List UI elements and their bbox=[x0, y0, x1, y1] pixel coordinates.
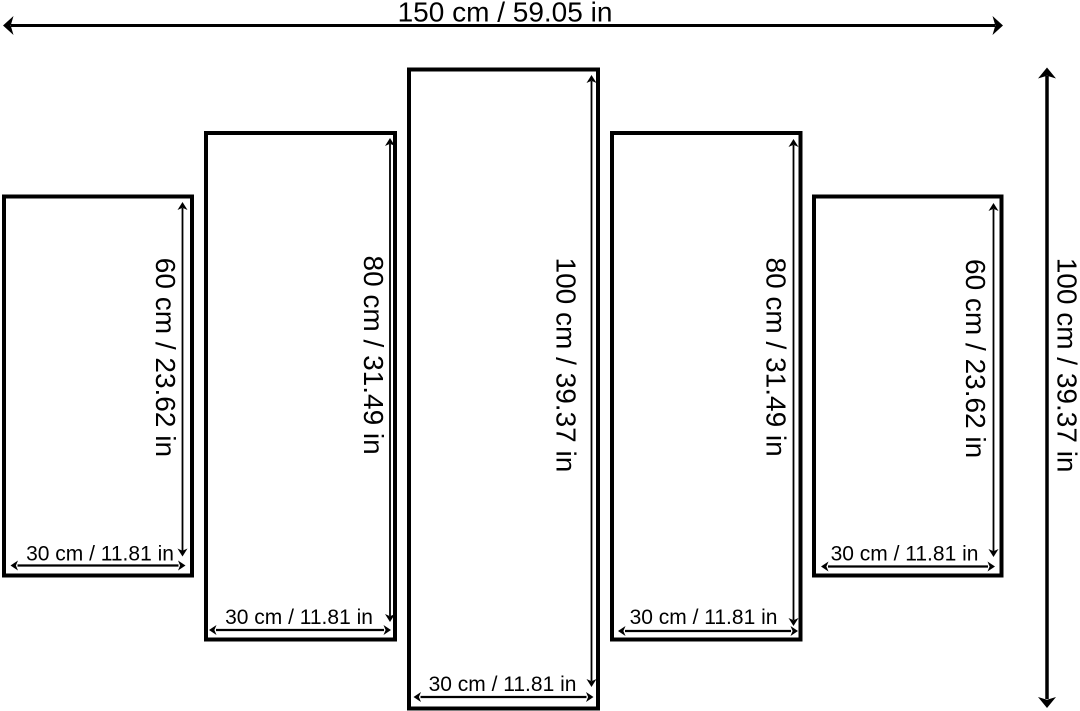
svg-text:60 cm / 23.62 in: 60 cm / 23.62 in bbox=[960, 259, 991, 458]
svg-text:150 cm / 59.05 in: 150 cm / 59.05 in bbox=[398, 0, 613, 28]
svg-text:30 cm / 11.81 in: 30 cm / 11.81 in bbox=[831, 543, 979, 566]
svg-text:30 cm / 11.81 in: 30 cm / 11.81 in bbox=[26, 543, 174, 566]
svg-text:60 cm / 23.62 in: 60 cm / 23.62 in bbox=[150, 258, 181, 457]
svg-text:30 cm / 11.81 in: 30 cm / 11.81 in bbox=[225, 606, 373, 629]
svg-text:30 cm / 11.81 in: 30 cm / 11.81 in bbox=[429, 673, 577, 696]
svg-text:100 cm / 39.37 in: 100 cm / 39.37 in bbox=[551, 258, 582, 473]
svg-text:100 cm / 39.37 in: 100 cm / 39.37 in bbox=[1052, 258, 1080, 473]
svg-text:80 cm / 31.49 in: 80 cm / 31.49 in bbox=[358, 256, 389, 455]
svg-text:80 cm / 31.49 in: 80 cm / 31.49 in bbox=[761, 258, 792, 457]
svg-text:30 cm / 11.81 in: 30 cm / 11.81 in bbox=[630, 606, 778, 629]
